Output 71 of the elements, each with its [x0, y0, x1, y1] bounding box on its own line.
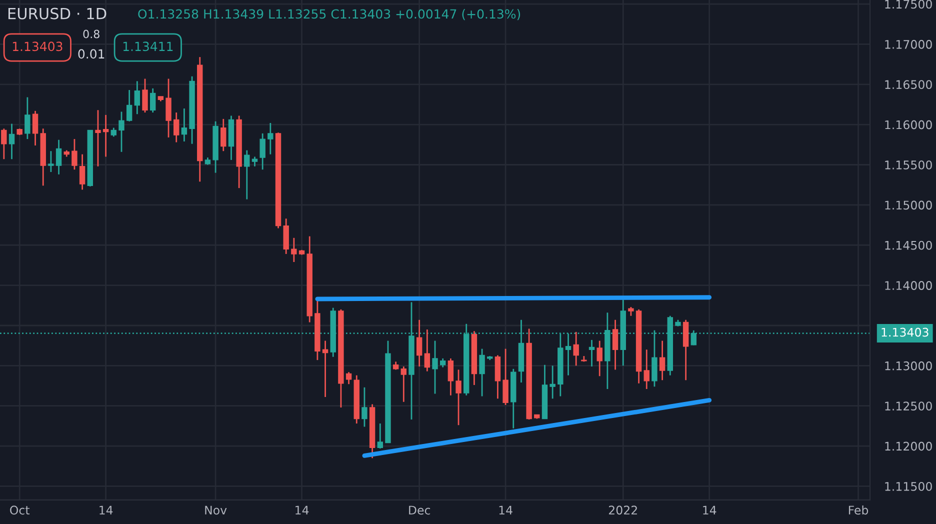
x-tick-label: Oct	[10, 506, 30, 515]
candlestick	[126, 89, 132, 122]
candlestick	[56, 139, 62, 176]
candlestick	[181, 108, 188, 142]
annotation: 1.13411	[123, 42, 173, 52]
candlestick	[416, 319, 422, 368]
y-tick-label: 1.16500	[885, 80, 932, 90]
candlestick	[173, 112, 180, 143]
candlestick	[596, 340, 602, 377]
x-tick-label: 2022	[608, 506, 637, 515]
candlestick	[24, 96, 30, 140]
y-tick-label: 1.11500	[885, 482, 932, 491]
y-tick-label: 1.15500	[885, 160, 932, 170]
annotation: 0.01	[78, 49, 104, 59]
x-tick-label: 14	[499, 506, 512, 514]
candlestick	[142, 78, 148, 114]
candlestick	[166, 78, 172, 138]
candlestick	[612, 319, 618, 370]
candlestick	[432, 340, 438, 395]
candlestick	[346, 371, 352, 385]
candlestick	[48, 150, 54, 173]
candlestick	[479, 348, 485, 397]
x-tick-label: 14	[100, 506, 113, 514]
candlestick	[550, 364, 556, 400]
candlestick	[95, 109, 101, 168]
candlestick	[32, 110, 38, 146]
candlestick	[102, 114, 109, 158]
candlestick	[268, 122, 274, 156]
candlestick	[260, 132, 266, 170]
candlestick	[573, 331, 579, 366]
candlestick	[644, 348, 650, 390]
candlestick	[220, 118, 226, 152]
y-tick-label: 1.14000	[885, 281, 932, 290]
candlestick	[377, 422, 383, 450]
y-tick-label: 1.16000	[885, 120, 932, 130]
x-tick-label: Nov	[205, 506, 227, 515]
y-tick-label: 1.13000	[885, 361, 932, 370]
candlestick	[244, 150, 250, 200]
candlestick	[1, 128, 7, 160]
candlestick	[283, 218, 289, 255]
candlestick	[400, 366, 407, 403]
candlestick	[291, 237, 297, 263]
annotation: 1.13403	[12, 42, 62, 52]
candlestick	[72, 138, 78, 170]
candlestick	[8, 123, 15, 160]
candlestick	[659, 340, 666, 381]
y-tick-label: 1.14500	[885, 240, 932, 250]
y-tick-label: 1.17000	[885, 40, 932, 49]
candlestick	[424, 328, 430, 372]
x-tick-label: Dec	[409, 506, 430, 515]
chart-title: EURUSD · 1D	[8, 8, 106, 20]
y-tick-label: 1.17500	[885, 0, 932, 9]
x-tick-label: Feb	[848, 505, 868, 515]
candlestick	[134, 80, 140, 115]
y-tick-label: 1.12000	[885, 442, 932, 451]
x-tick-label: 14	[296, 506, 309, 514]
candlestick	[502, 348, 508, 406]
candlestick	[456, 369, 462, 426]
candlestick	[150, 88, 156, 114]
ref-line-label: 1.13403	[882, 328, 928, 337]
candlestick	[118, 111, 124, 153]
candlestick	[362, 386, 368, 428]
y-tick-label: 1.12500	[885, 402, 932, 411]
candlestick	[252, 156, 258, 168]
candlestick	[588, 339, 595, 368]
candlestick	[448, 358, 454, 396]
x-tick-label: 14	[703, 506, 716, 514]
candlestick	[79, 154, 86, 190]
annotation: O1.13258 H1.13439 L1.13255 C1.13403 +0.00147 (+0.13%)	[138, 9, 520, 20]
annotation: 0.8	[83, 30, 100, 38]
y-tick-label: 1.15000	[885, 200, 932, 210]
